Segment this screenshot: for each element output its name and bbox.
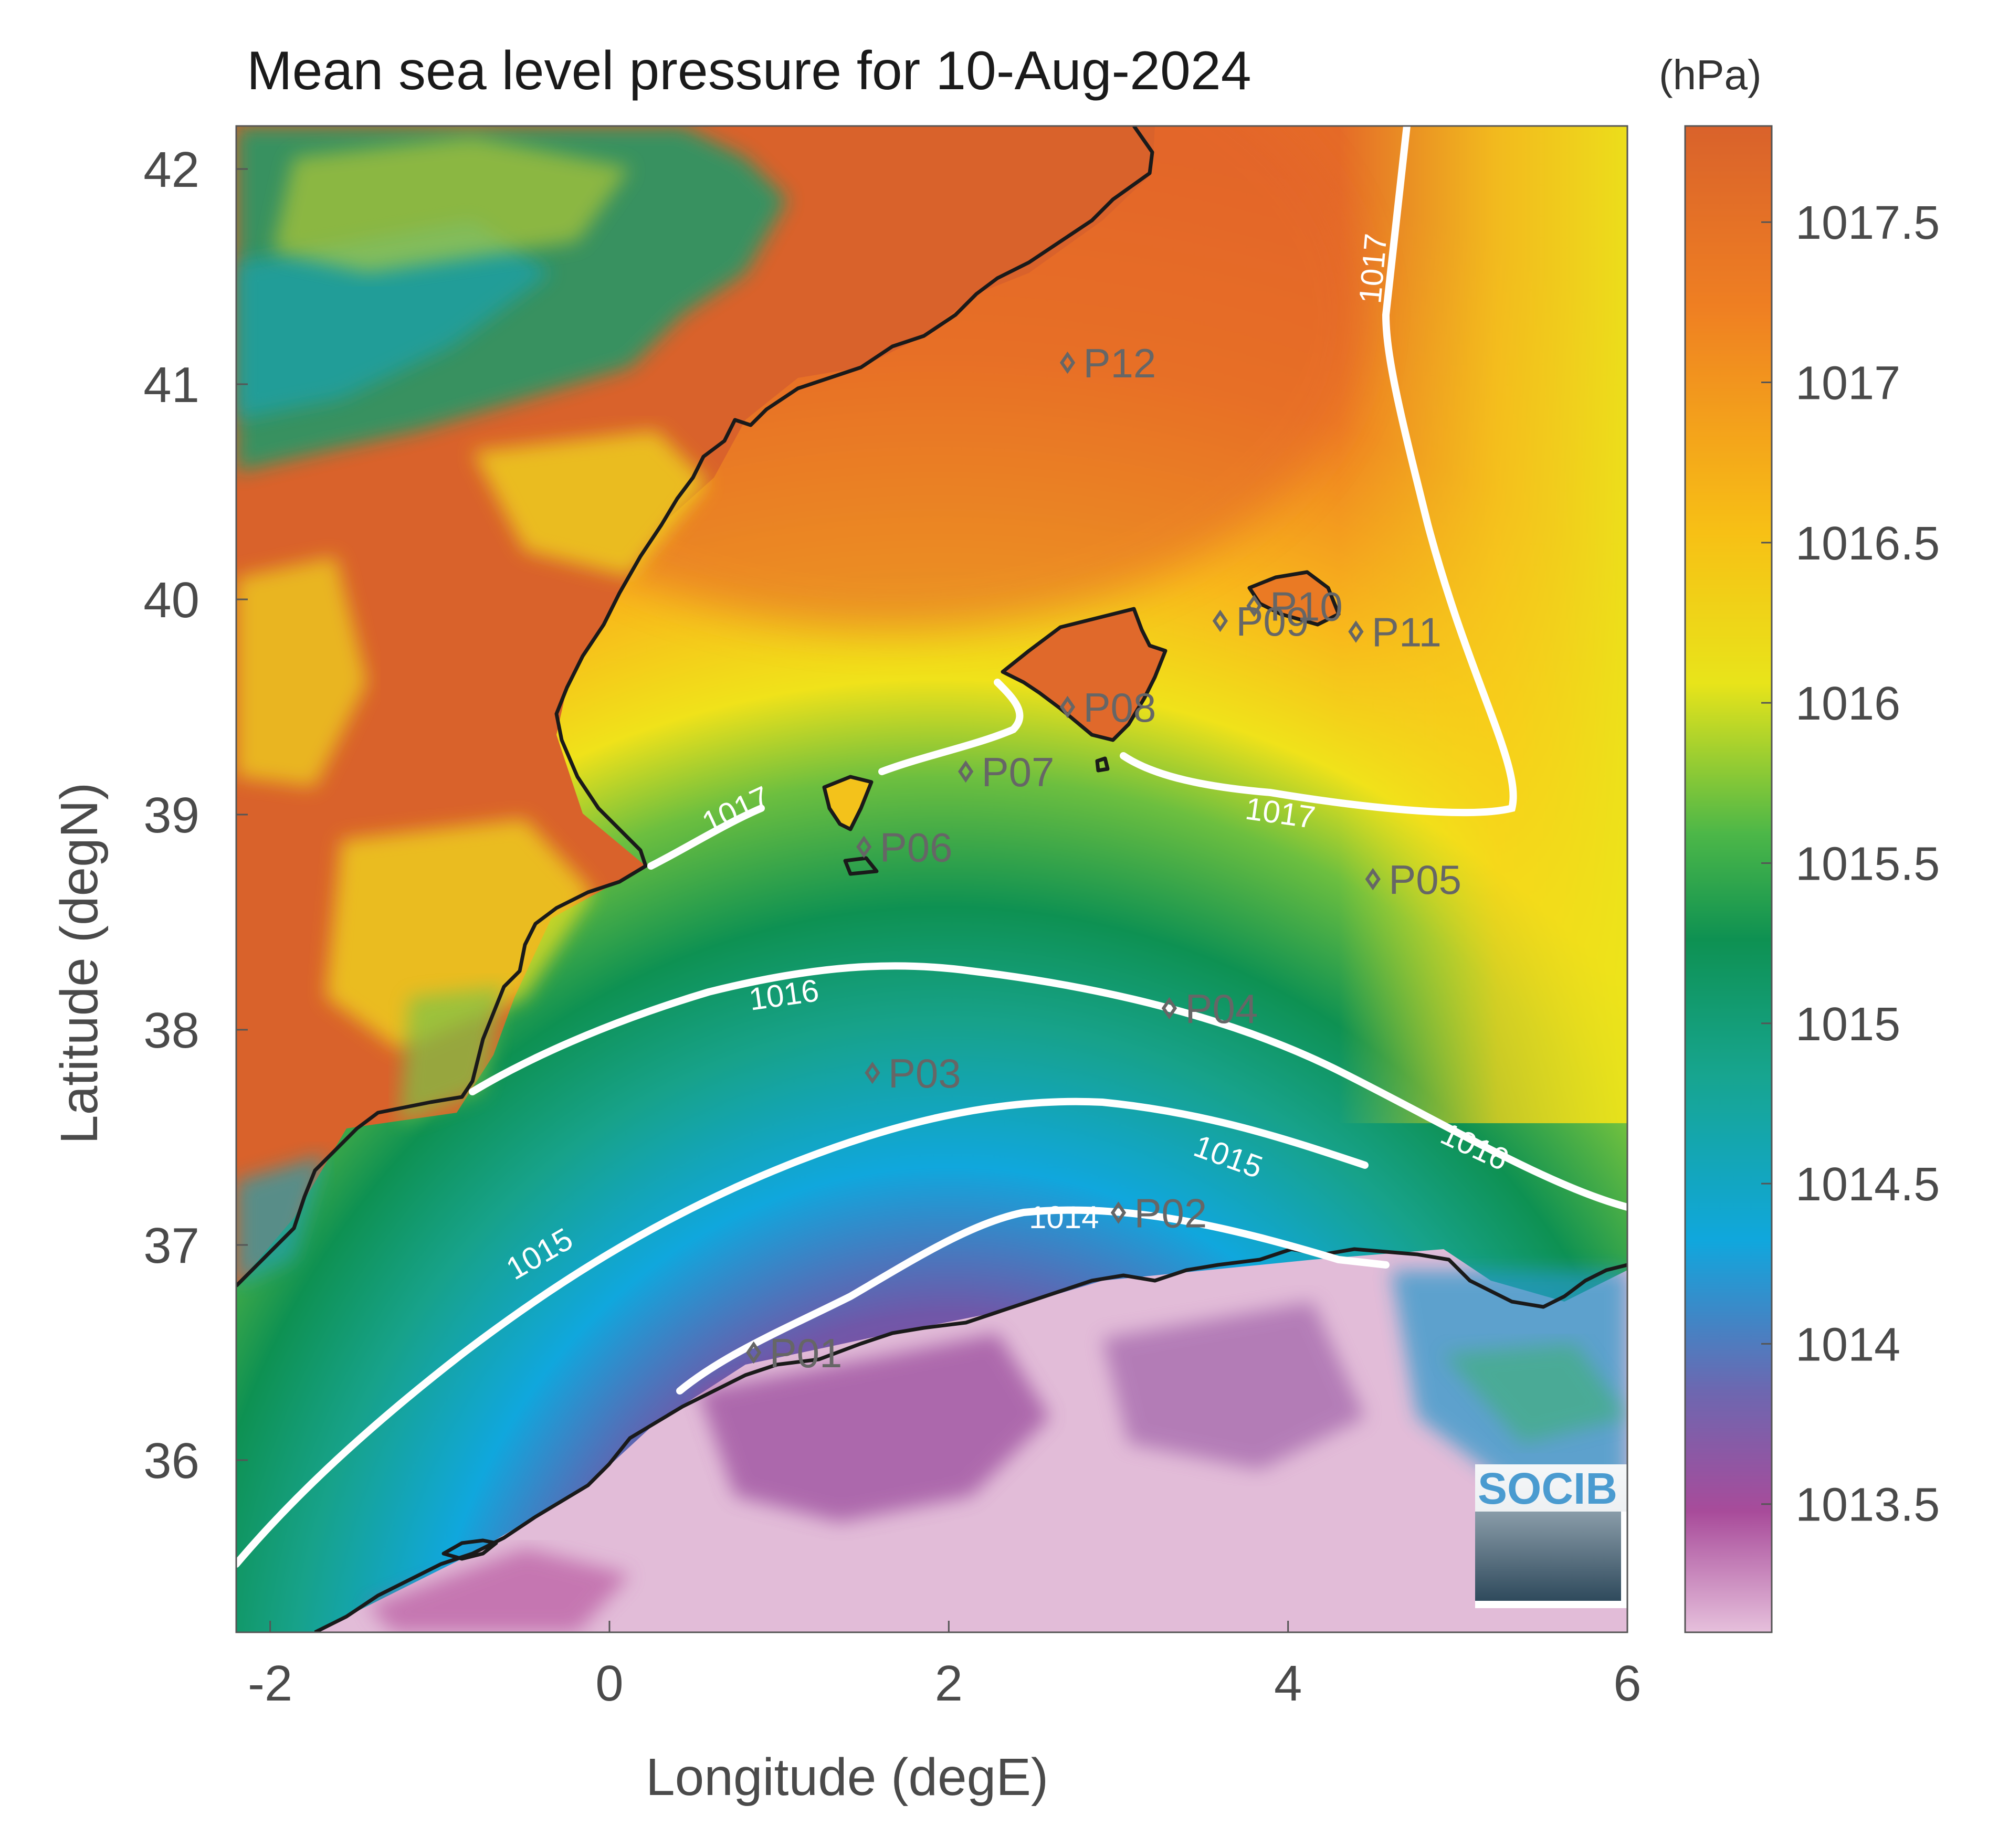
logo-wordmark: SOCIB	[1478, 1464, 1617, 1513]
station-label: P11	[1372, 609, 1442, 656]
contour-1016	[469, 962, 1627, 1211]
y-tick-label: 40	[143, 572, 199, 628]
station-label: P01	[770, 1330, 843, 1376]
colorbar-unit-label: (hPa)	[1659, 51, 1762, 98]
contour-1015	[236, 1097, 1369, 1568]
x-tick-label: 6	[1613, 1655, 1641, 1712]
north-african-island-outline	[441, 1538, 498, 1561]
station-marker	[865, 1061, 880, 1084]
colorbar-gradient	[1684, 125, 1773, 1633]
station-label: P03	[888, 1050, 961, 1096]
station-marker	[1161, 997, 1177, 1020]
iberia-land	[236, 126, 1155, 1286]
y-axis-label: Latitude (degN)	[50, 783, 109, 1144]
contour-1017-mid	[878, 679, 1024, 775]
formentera-coastline	[843, 856, 879, 876]
station-label: P04	[1185, 986, 1258, 1032]
contour-1017-west	[647, 805, 765, 870]
north-africa-land	[315, 1249, 1627, 1632]
station-label: P02	[1134, 1190, 1207, 1237]
menorca-land	[1249, 572, 1339, 625]
colorbar-tick-label: 1014	[1795, 1318, 1900, 1371]
colorbar-tick-label: 1016.5	[1795, 518, 1940, 570]
chart-title: Mean sea level pressure for 10-Aug-2024	[247, 40, 1251, 101]
x-axis-label: Longitude (degE)	[646, 1748, 1048, 1807]
station-label: P07	[982, 749, 1055, 795]
iberian-coastline	[236, 126, 1154, 1287]
x-tick-label: 0	[595, 1655, 623, 1712]
logo-base-bar	[1475, 1601, 1627, 1608]
colorbar-tick-label: 1013.5	[1795, 1479, 1940, 1532]
x-tick-label: -2	[248, 1655, 292, 1712]
y-tick-label: 37	[143, 1218, 199, 1274]
station-marker	[1212, 609, 1228, 632]
y-tick-label: 41	[143, 357, 199, 413]
socib-logo: SOCIB	[1475, 1464, 1627, 1608]
station-marker	[1365, 868, 1381, 891]
cabrera-coastline	[1095, 756, 1110, 773]
plot-frame	[235, 125, 1628, 1633]
colorbar-ticks: 1013.5 1014 1014.5 1015 1015.5 1016 1016.5 1017…	[1761, 197, 1940, 1532]
coastlines	[236, 126, 1627, 1632]
station-marker	[1110, 1201, 1127, 1224]
y-tick-label: 42	[143, 142, 199, 198]
station-marker	[1059, 695, 1076, 719]
colorbar-tick-label: 1016	[1795, 678, 1900, 730]
colorbar-tick-label: 1017.5	[1795, 197, 1940, 249]
pressure-contours	[236, 126, 1627, 1568]
menorca-coastline	[1247, 570, 1341, 627]
contour-label: 1017	[1352, 232, 1393, 305]
station-label: P12	[1084, 340, 1156, 386]
station-marker	[746, 1341, 762, 1364]
x-tick-label: 4	[1274, 1655, 1302, 1712]
y-axis-ticks: 36 37 38 39 40 41 42	[143, 142, 248, 1489]
station-label: P06	[880, 825, 953, 871]
station-marker	[958, 760, 974, 783]
map-plot-area: 1014 1015 1015 1016 1016 1017 1017 1017 …	[236, 126, 1627, 1632]
y-tick-label: 36	[143, 1433, 199, 1489]
logo-header	[1475, 1464, 1627, 1512]
station-label: P08	[1084, 684, 1156, 731]
colorbar-tick-label: 1015.5	[1795, 838, 1940, 890]
station-label: P05	[1389, 857, 1461, 903]
contour-1014	[676, 1206, 1390, 1395]
colorbar: 1013.5 1014 1014.5 1015 1015.5 1016 1016.5 1017…	[1684, 125, 1940, 1633]
station-marker	[1348, 620, 1364, 643]
ibiza-coastline	[822, 775, 874, 831]
colorbar-tick-label: 1014.5	[1795, 1158, 1940, 1211]
logo-right-bar	[1621, 1512, 1627, 1606]
north-african-coastline	[314, 1247, 1627, 1632]
y-tick-label: 39	[143, 787, 199, 843]
colorbar-tick-label: 1015	[1795, 998, 1900, 1051]
station-marker	[1059, 351, 1076, 374]
contour-label: 1014	[1029, 1200, 1099, 1235]
station-label: P10	[1270, 583, 1343, 629]
x-tick-label: 2	[935, 1655, 963, 1712]
colorbar-tick-label: 1017	[1795, 357, 1900, 410]
mallorca-coastline	[1001, 607, 1167, 742]
station-marker	[1246, 595, 1262, 617]
contour-1017-east	[1120, 126, 1517, 817]
station-marker	[856, 836, 872, 858]
x-axis-ticks: -2 0 2 4 6	[248, 1621, 1642, 1712]
y-tick-label: 38	[143, 1002, 199, 1059]
